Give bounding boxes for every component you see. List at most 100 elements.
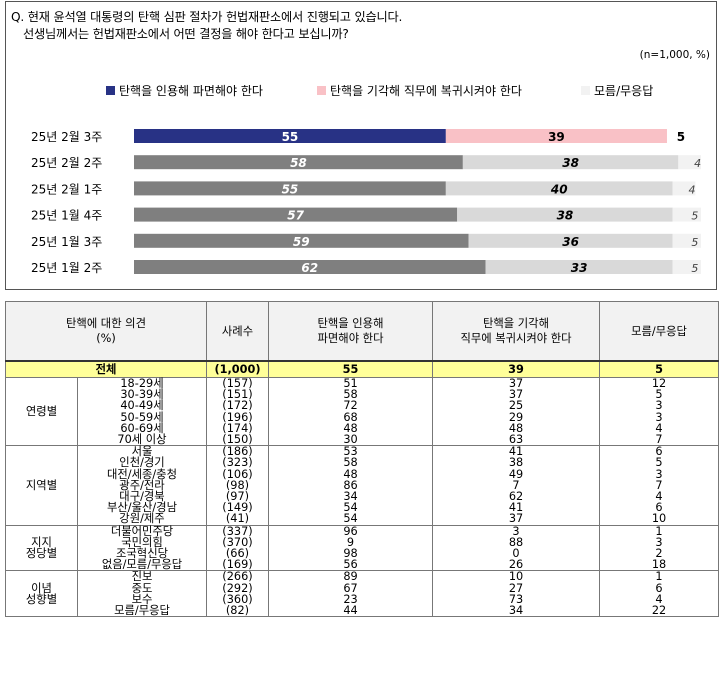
table-row: 40-49세 (172) 72 25 3	[6, 399, 719, 413]
chart-legend: 탄핵을 인용해 파면해야 한다 탄핵을 기각해 직무에 복귀시켜야 한다 모름/…	[106, 82, 706, 102]
legend-swatch-dk	[581, 86, 590, 95]
group-label-line: 지역별	[25, 478, 58, 492]
row-reject: 62	[432, 491, 600, 502]
row-n: (157)	[206, 377, 269, 390]
row-n: (66)	[206, 548, 269, 559]
chart-panel: Q. 현재 윤석열 대통령의 탄핵 심판 절차가 헌법재판소에서 진행되고 있습…	[5, 1, 717, 290]
header-cases: 사례수	[206, 301, 269, 362]
header-impeach-line1: 탄핵을 인용해	[317, 317, 384, 330]
row-n: (150)	[206, 434, 269, 447]
row-reject: 25	[432, 400, 600, 412]
row-dk: 10	[599, 513, 719, 526]
row-reject: 37	[432, 389, 600, 400]
row-reject: 7	[432, 480, 600, 491]
label-dk: 5	[691, 236, 698, 249]
table-row: 70세 이상 (150) 30 63 7	[6, 434, 719, 447]
row-dk: 7	[599, 434, 719, 447]
row-label: 부산/울산/경남	[107, 501, 177, 515]
label-reject: 39	[548, 130, 565, 144]
group-label: 연령별	[5, 376, 78, 447]
row-impeach: 56	[268, 559, 433, 572]
row-dk: 5	[599, 457, 719, 469]
label-impeach: 57	[287, 209, 304, 223]
row-impeach: 86	[268, 480, 433, 491]
total-reject: 39	[432, 360, 600, 378]
bar-dk	[672, 260, 701, 274]
row-label: 40-49세	[120, 399, 164, 413]
header-impeach: 탄핵을 인용해 파면해야 한다	[268, 301, 433, 362]
bar-impeach	[134, 129, 446, 143]
row-dk: 3	[599, 400, 719, 412]
header-opinion-line2: (%)	[96, 332, 116, 345]
bar-reject	[457, 207, 673, 222]
row-dk: 5	[599, 389, 719, 400]
table-row: 중도 (292) 67 27 6	[6, 582, 719, 594]
row-n: (323)	[206, 457, 269, 469]
bar-dk	[672, 207, 701, 222]
table-row: 30-39세 (151) 58 37 5	[6, 389, 719, 400]
legend-label-dk: 모름/무응답	[594, 84, 654, 98]
row-reject: 0	[432, 548, 600, 559]
row-dk: 3	[599, 468, 719, 480]
legend-item-impeach: 탄핵을 인용해 파면해야 한다	[106, 82, 263, 99]
header-reject: 탄핵을 기각해 직무에 복귀시켜야 한다	[432, 301, 600, 362]
row-impeach: 67	[268, 582, 433, 594]
row-reject: 29	[432, 411, 600, 423]
group-label-line: 정당별	[25, 547, 58, 561]
row-reject: 3	[432, 525, 600, 537]
bar-impeach	[134, 207, 458, 222]
bar-dk	[672, 181, 696, 196]
crosstab-table: 탄핵에 대한 의견 (%) 사례수 탄핵을 인용해 파면해야 한다 탄핵을 기각…	[5, 301, 719, 618]
table-row: 보수 (360) 23 73 4	[6, 594, 719, 605]
row-reject: 34	[432, 605, 600, 618]
row-label: 18-29세	[120, 377, 164, 390]
bar-impeach	[134, 155, 463, 170]
row-label: 없음/모름/무응답	[77, 559, 207, 572]
row-impeach: 9	[268, 537, 433, 548]
row-dk: 3	[599, 537, 719, 548]
table-row: 없음/모름/무응답 (169) 56 26 18	[6, 559, 719, 572]
row-impeach: 89	[268, 570, 433, 583]
table-row: 50-59세 (196) 68 29 3	[6, 411, 719, 423]
row-n: (172)	[206, 400, 269, 412]
group-label: 지지 정당별	[5, 524, 78, 572]
legend-swatch-reject	[317, 86, 326, 95]
total-impeach: 55	[268, 360, 433, 378]
row-label: 인천/경기	[119, 456, 165, 470]
row-reject: 37	[432, 513, 600, 526]
group-label-line: 연령별	[25, 405, 58, 418]
bar-reject	[485, 260, 673, 274]
row-n: (266)	[206, 570, 269, 583]
category-label: 25년 1월 4주	[31, 209, 102, 223]
label-reject: 38	[562, 156, 579, 170]
group-label: 지역별	[5, 445, 78, 526]
row-reject: 49	[432, 468, 600, 480]
row-reject: 27	[432, 582, 600, 594]
row-label: 30-39세	[120, 388, 164, 402]
table-row: 대구/경북 (97) 34 62 4	[6, 491, 719, 502]
row-label: 대전/세종/충청	[107, 467, 177, 481]
table-row: 지역별 서울 (186) 53 41 6	[5, 445, 719, 526]
bar-impeach	[134, 181, 446, 196]
row-n: (370)	[206, 537, 269, 548]
row-dk: 6	[599, 445, 719, 458]
label-dk: 5	[691, 262, 698, 275]
row-reject: 10	[432, 570, 600, 583]
header-impeach-line2: 파면해야 한다	[317, 332, 384, 345]
row-label: 광주/전라	[119, 478, 165, 492]
row-impeach: 58	[268, 389, 433, 400]
group-label: 이념 성향별	[5, 570, 78, 618]
category-label: 25년 1월 2주	[31, 261, 102, 275]
row-label: 보수	[131, 592, 153, 606]
row-impeach: 68	[268, 411, 433, 423]
row-reject: 41	[432, 445, 600, 458]
crosstab-table-wrap: 탄핵에 대한 의견 (%) 사례수 탄핵을 인용해 파면해야 한다 탄핵을 기각…	[5, 301, 719, 618]
row-n: (169)	[206, 559, 269, 572]
row-dk: 7	[599, 480, 719, 491]
table-row: 모름/무응답 (82) 44 34 22	[6, 605, 719, 618]
legend-item-reject: 탄핵을 기각해 직무에 복귀시켜야 한다	[317, 82, 522, 99]
row-n: (337)	[206, 525, 269, 537]
bar-reject	[445, 129, 667, 143]
legend-label-impeach: 탄핵을 인용해 파면해야 한다	[119, 84, 263, 98]
row-impeach: 51	[268, 377, 433, 390]
